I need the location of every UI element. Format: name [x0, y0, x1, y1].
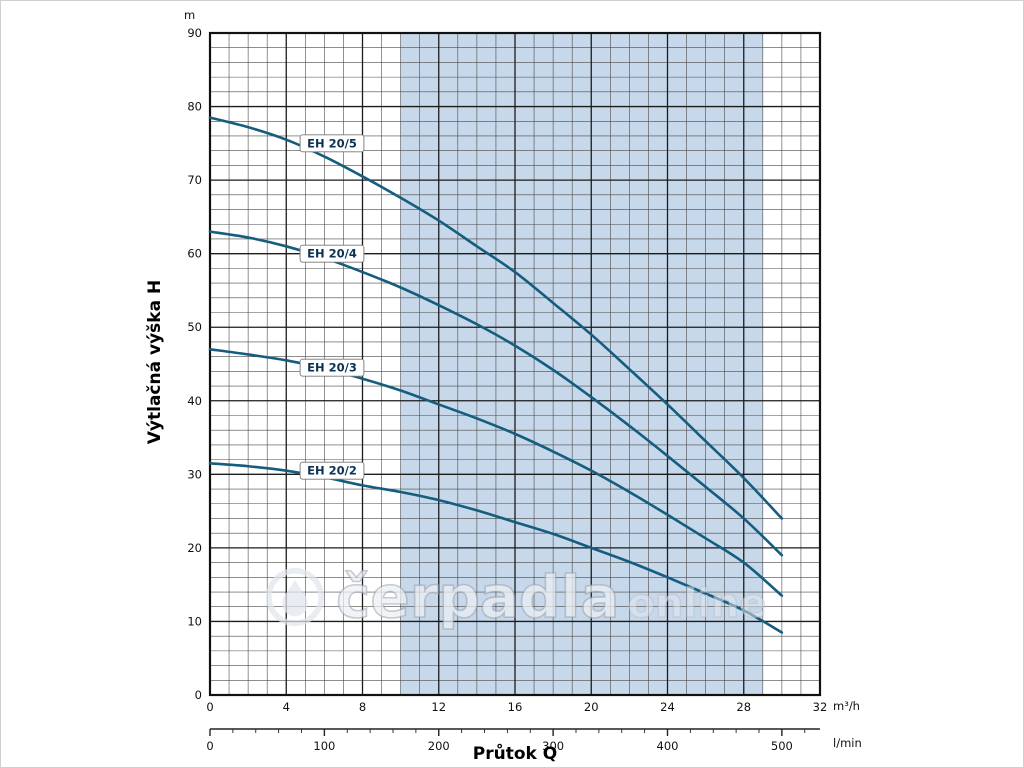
- svg-text:80: 80: [187, 100, 202, 114]
- svg-text:30: 30: [187, 467, 202, 481]
- plot-border: [208, 31, 822, 697]
- svg-text:28: 28: [736, 700, 751, 714]
- svg-text:4: 4: [283, 700, 290, 714]
- svg-text:50: 50: [187, 320, 202, 334]
- svg-text:0: 0: [206, 700, 213, 714]
- curve-label-eh-20-2: EH 20/2: [299, 461, 365, 480]
- x-axis-unit-primary: m³/h: [833, 699, 860, 713]
- x-axis-unit-secondary: l/min: [833, 736, 862, 750]
- svg-text:90: 90: [187, 26, 202, 40]
- curve-labels: EH 20/5 EH 20/4 EH 20/3 EH 20/2: [299, 134, 365, 480]
- svg-text:24: 24: [660, 700, 675, 714]
- svg-text:32: 32: [813, 700, 828, 714]
- svg-text:EH 20/3: EH 20/3: [307, 361, 357, 375]
- secondary-flow-axis: 0 100 200 300 400 500: [206, 728, 820, 753]
- y-axis-unit-label: m: [184, 8, 196, 22]
- svg-text:EH 20/2: EH 20/2: [307, 464, 357, 478]
- recommended-range-band: [400, 33, 763, 695]
- curve-label-eh-20-5: EH 20/5: [299, 134, 365, 153]
- y-axis-title: Výtlačná výška H: [145, 279, 165, 445]
- curve-label-eh-20-4: EH 20/4: [299, 244, 365, 263]
- grid-minor: [210, 33, 820, 695]
- svg-text:EH 20/5: EH 20/5: [307, 136, 357, 150]
- svg-text:70: 70: [187, 173, 202, 187]
- svg-text:EH 20/4: EH 20/4: [307, 247, 357, 261]
- axis-tick-labels: 0 10 20 30 40 50 60 70 80 90 0 4 8 12 16 20 24 28 32: [187, 26, 827, 714]
- svg-text:40: 40: [187, 394, 202, 408]
- svg-text:8: 8: [359, 700, 366, 714]
- svg-text:60: 60: [187, 247, 202, 261]
- svg-text:12: 12: [431, 700, 446, 714]
- svg-text:100: 100: [313, 739, 335, 753]
- svg-text:16: 16: [508, 700, 523, 714]
- curve-label-eh-20-3: EH 20/3: [299, 358, 365, 377]
- svg-text:20: 20: [584, 700, 599, 714]
- svg-text:300: 300: [542, 739, 564, 753]
- svg-text:400: 400: [657, 739, 679, 753]
- x-axis-title: Průtok Q: [472, 744, 558, 764]
- svg-text:20: 20: [187, 541, 202, 555]
- svg-text:0: 0: [206, 739, 213, 753]
- svg-text:200: 200: [428, 739, 450, 753]
- svg-text:500: 500: [771, 739, 793, 753]
- svg-text:10: 10: [187, 614, 202, 628]
- svg-text:0: 0: [195, 688, 202, 702]
